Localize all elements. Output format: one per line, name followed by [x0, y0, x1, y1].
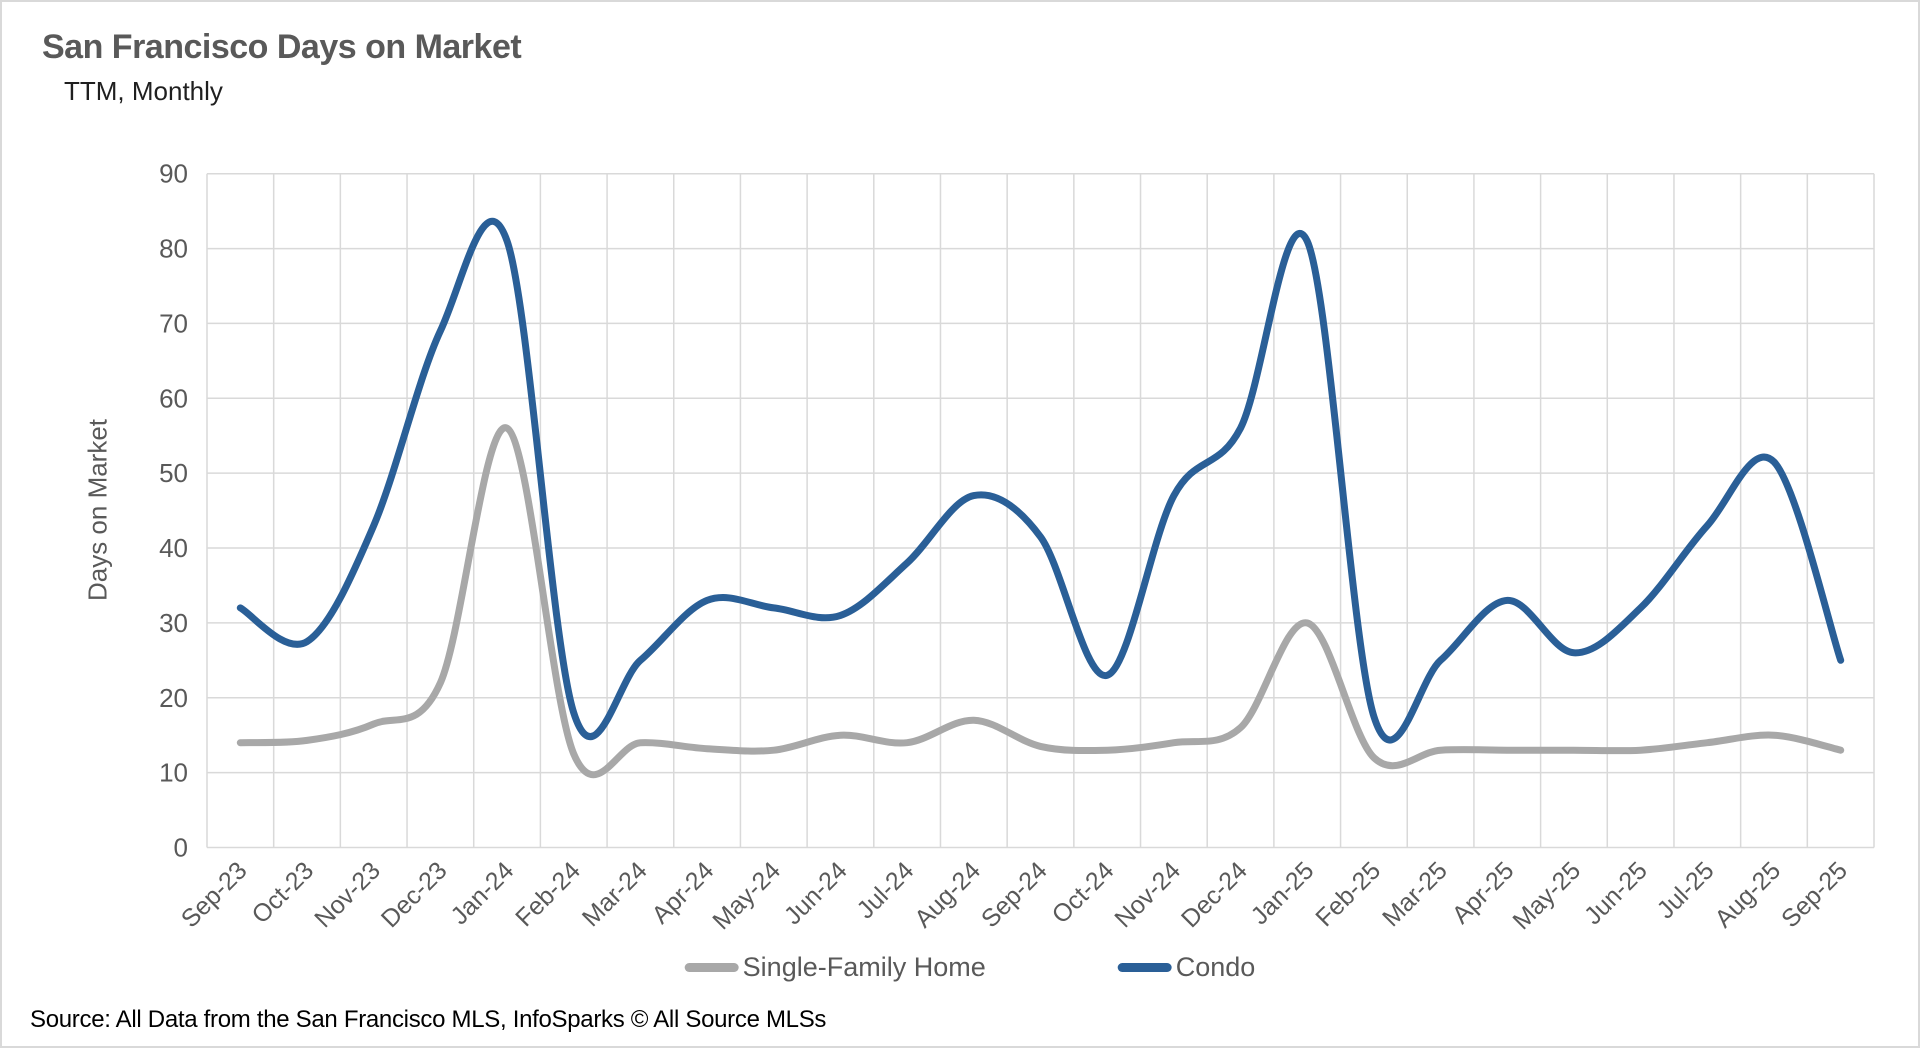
x-tick-label: Sep-23: [176, 856, 253, 933]
x-tick-label: Nov-24: [1109, 856, 1186, 933]
y-axis-tick-labels: 0 10 20 30 40 50 60 70 80 90: [159, 159, 188, 863]
y-tick-label: 70: [159, 308, 188, 338]
x-tick-label: Apr-25: [1447, 856, 1520, 929]
x-tick-label: Feb-24: [510, 856, 586, 932]
y-tick-label: 60: [159, 383, 188, 413]
x-tick-label: Aug-25: [1709, 856, 1786, 933]
y-tick-label: 0: [174, 833, 188, 863]
condo-line-swatch: [1117, 963, 1172, 972]
x-tick-label: Jan-24: [445, 856, 519, 930]
y-tick-label: 90: [159, 159, 188, 189]
x-tick-label: Sep-25: [1776, 856, 1853, 933]
x-tick-label: Mar-24: [577, 856, 653, 932]
y-tick-label: 10: [159, 758, 188, 788]
x-tick-label: Nov-23: [309, 856, 386, 933]
x-tick-label: Dec-23: [376, 856, 453, 933]
y-tick-label: 40: [159, 533, 188, 563]
legend-item-single-family: Single-Family Home: [684, 952, 986, 983]
x-tick-label: Dec-24: [1176, 856, 1253, 933]
x-tick-label: May-24: [707, 856, 786, 935]
x-tick-label: Apr-24: [646, 856, 719, 929]
chart-subtitle: TTM, Monthly: [64, 76, 223, 106]
condo-line: [236, 218, 1845, 744]
x-tick-label: Mar-25: [1377, 856, 1453, 932]
y-tick-label: 80: [159, 234, 188, 264]
series-lines: [236, 218, 1845, 779]
x-tick-label: Aug-24: [909, 856, 986, 933]
page-title: San Francisco Days on Market: [42, 28, 522, 66]
x-tick-label: Jun-24: [779, 856, 853, 930]
y-tick-label: 20: [159, 683, 188, 713]
legend: Single-Family Home Condo: [684, 952, 1256, 983]
x-tick-label: May-25: [1507, 856, 1586, 935]
x-axis-tick-labels: Sep-23Oct-23Nov-23Dec-23Jan-24Feb-24Mar-…: [176, 856, 1853, 935]
single-family-line-swatch: [684, 963, 739, 972]
legend-item-condo: Condo: [1117, 952, 1256, 983]
legend-label-condo: Condo: [1175, 952, 1256, 982]
x-tick-label: Feb-25: [1310, 856, 1386, 932]
y-tick-label: 30: [159, 608, 188, 638]
x-tick-label: Oct-24: [1047, 856, 1120, 929]
legend-label-single-family: Single-Family Home: [742, 952, 986, 982]
x-tick-label: Oct-23: [246, 856, 319, 929]
x-tick-label: Jan-25: [1246, 856, 1320, 930]
y-tick-label: 50: [159, 458, 188, 488]
x-tick-label: Sep-24: [976, 856, 1053, 933]
single-family-home-line: [236, 424, 1845, 779]
source-attribution: Source: All Data from the San Francisco …: [30, 1006, 827, 1033]
x-tick-label: Jun-25: [1579, 856, 1653, 930]
